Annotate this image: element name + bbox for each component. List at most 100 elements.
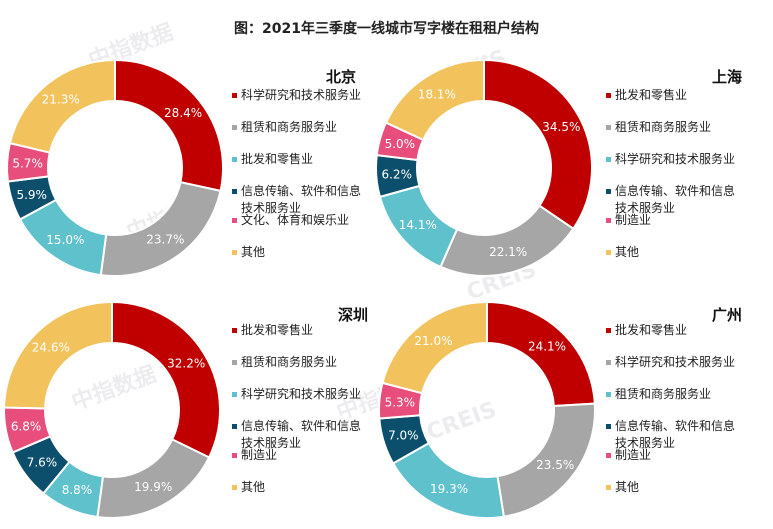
slice-value-label: 14.1% (399, 218, 437, 232)
legend-swatch (232, 125, 237, 130)
slice-value-label: 6.2% (381, 168, 412, 182)
slice-value-label: 5.3% (385, 395, 416, 409)
slice-value-label: 22.1% (489, 245, 527, 259)
legend-swatch (606, 218, 611, 223)
slice-value-label: 23.5% (536, 458, 574, 472)
legend-item: 制造业 (606, 448, 651, 462)
legend-label: 制造业 (615, 448, 651, 462)
legend-item: 科学研究和技术服务业 (232, 386, 361, 401)
slice-value-label: 7.0% (388, 429, 419, 443)
slice-value-label: 21.0% (414, 334, 452, 348)
legend-swatch (232, 218, 237, 223)
donut-slice (114, 58, 224, 193)
legend-item: 批发和零售业 (606, 87, 687, 102)
legend-label: 其他 (241, 480, 265, 494)
city-label: 上海 (712, 68, 742, 86)
legend-swatch (606, 424, 611, 429)
legend-item: 批发和零售业 (606, 322, 687, 337)
legend-swatch (606, 453, 611, 458)
legend-label: 信息传输、软件和信息 (241, 418, 361, 433)
slice-value-label: 24.6% (32, 340, 70, 354)
legend-item: 科学研究和技术服务业 (232, 87, 361, 102)
donut-slice (486, 300, 596, 408)
legend-swatch (232, 424, 237, 429)
legend-swatch (606, 250, 611, 255)
legend-item: 制造业 (606, 213, 651, 227)
legend-label: 信息传输、软件和信息 (241, 183, 361, 198)
legend-swatch (232, 453, 237, 458)
legend-item: 租赁和商务服务业 (232, 119, 337, 134)
legend-label: 租赁和商务服务业 (241, 354, 337, 369)
legend-swatch (606, 189, 611, 194)
legend-label: 信息传输、软件和信息 (615, 418, 735, 433)
city-label: 深圳 (338, 306, 368, 324)
legend-item: 科学研究和技术服务业 (606, 354, 735, 369)
donut-slice (8, 58, 116, 154)
legend-label: 信息传输、软件和信息 (615, 183, 735, 198)
legend-label: 科学研究和技术服务业 (615, 151, 735, 166)
chart-title: 图：2021年三季度一线城市写字楼在租租户结构 (234, 21, 539, 37)
slice-value-label: 6.8% (11, 420, 42, 434)
slice-value-label: 5.9% (16, 188, 47, 202)
legend-label: 技术服务业 (241, 200, 301, 215)
legend-label: 文化、体育和娱乐业 (241, 212, 349, 227)
legend-item: 租赁和商务服务业 (606, 119, 711, 134)
legend-swatch (232, 250, 237, 255)
donut-slice (439, 204, 575, 277)
legend-label: 科学研究和技术服务业 (241, 87, 361, 102)
legend-swatch (232, 93, 237, 98)
slice-value-label: 5.0% (385, 137, 416, 151)
legend-swatch (606, 125, 611, 130)
slice-value-label: 7.6% (27, 455, 58, 469)
slice-value-label: 19.9% (134, 480, 172, 494)
legend-item: 制造业 (232, 448, 277, 462)
legend-label: 批发和零售业 (615, 87, 687, 102)
legend-label: 技术服务业 (615, 435, 675, 450)
legend-swatch (606, 392, 611, 397)
donut-chart-1: 28.4% 23.7% 15.0% 5.9% 5.7% 21.3% 北京科学研究和技术服务业… (6, 58, 361, 277)
legend-label: 批发和零售业 (241, 151, 313, 166)
slice-value-label: 28.4% (164, 106, 202, 120)
legend-label: 科学研究和技术服务业 (241, 386, 361, 401)
legend-swatch (232, 392, 237, 397)
donut-slice (381, 300, 488, 395)
legend-item: 文化、体育和娱乐业 (232, 212, 349, 227)
legend-label: 批发和零售业 (615, 322, 687, 337)
slice-value-label: 5.7% (12, 156, 43, 170)
donut-chart-4: 24.1% 23.5% 19.3% 7.0% 5.3% 21.0% 广州批发和零售业科学研究… (378, 300, 742, 519)
donut-chart-3: 32.2% 19.9% 8.8% 7.6% 6.8% 24.6% 深圳批发和零售业租赁和商务… (3, 300, 368, 519)
legend-swatch (606, 485, 611, 490)
legend-label: 技术服务业 (615, 200, 675, 215)
legend-item: 其他 (232, 480, 265, 494)
donut-slice (96, 438, 211, 519)
legend-swatch (232, 328, 237, 333)
legend-label: 租赁和商务服务业 (241, 119, 337, 134)
legend-label: 制造业 (241, 448, 277, 462)
legend-swatch (606, 360, 611, 365)
legend-item: 租赁和商务服务业 (606, 386, 711, 401)
donut-slice (111, 300, 221, 459)
legend-label: 其他 (615, 480, 639, 494)
legend-item: 其他 (232, 245, 265, 259)
legend-swatch (232, 485, 237, 490)
legend-label: 科学研究和技术服务业 (615, 354, 735, 369)
donut-slice (483, 58, 593, 231)
legend-swatch (232, 189, 237, 194)
legend-swatch (606, 328, 611, 333)
slice-value-label: 23.7% (146, 233, 184, 247)
slice-value-label: 18.1% (418, 87, 456, 101)
legend-label: 其他 (615, 245, 639, 259)
slice-value-label: 19.3% (430, 482, 468, 496)
legend-item: 其他 (606, 480, 639, 494)
city-label: 北京 (326, 68, 356, 86)
legend-label: 租赁和商务服务业 (615, 386, 711, 401)
legend-label: 批发和零售业 (241, 322, 313, 337)
donut-slice (384, 58, 485, 142)
legend-item: 租赁和商务服务业 (232, 354, 337, 369)
legend-label: 租赁和商务服务业 (615, 119, 711, 134)
